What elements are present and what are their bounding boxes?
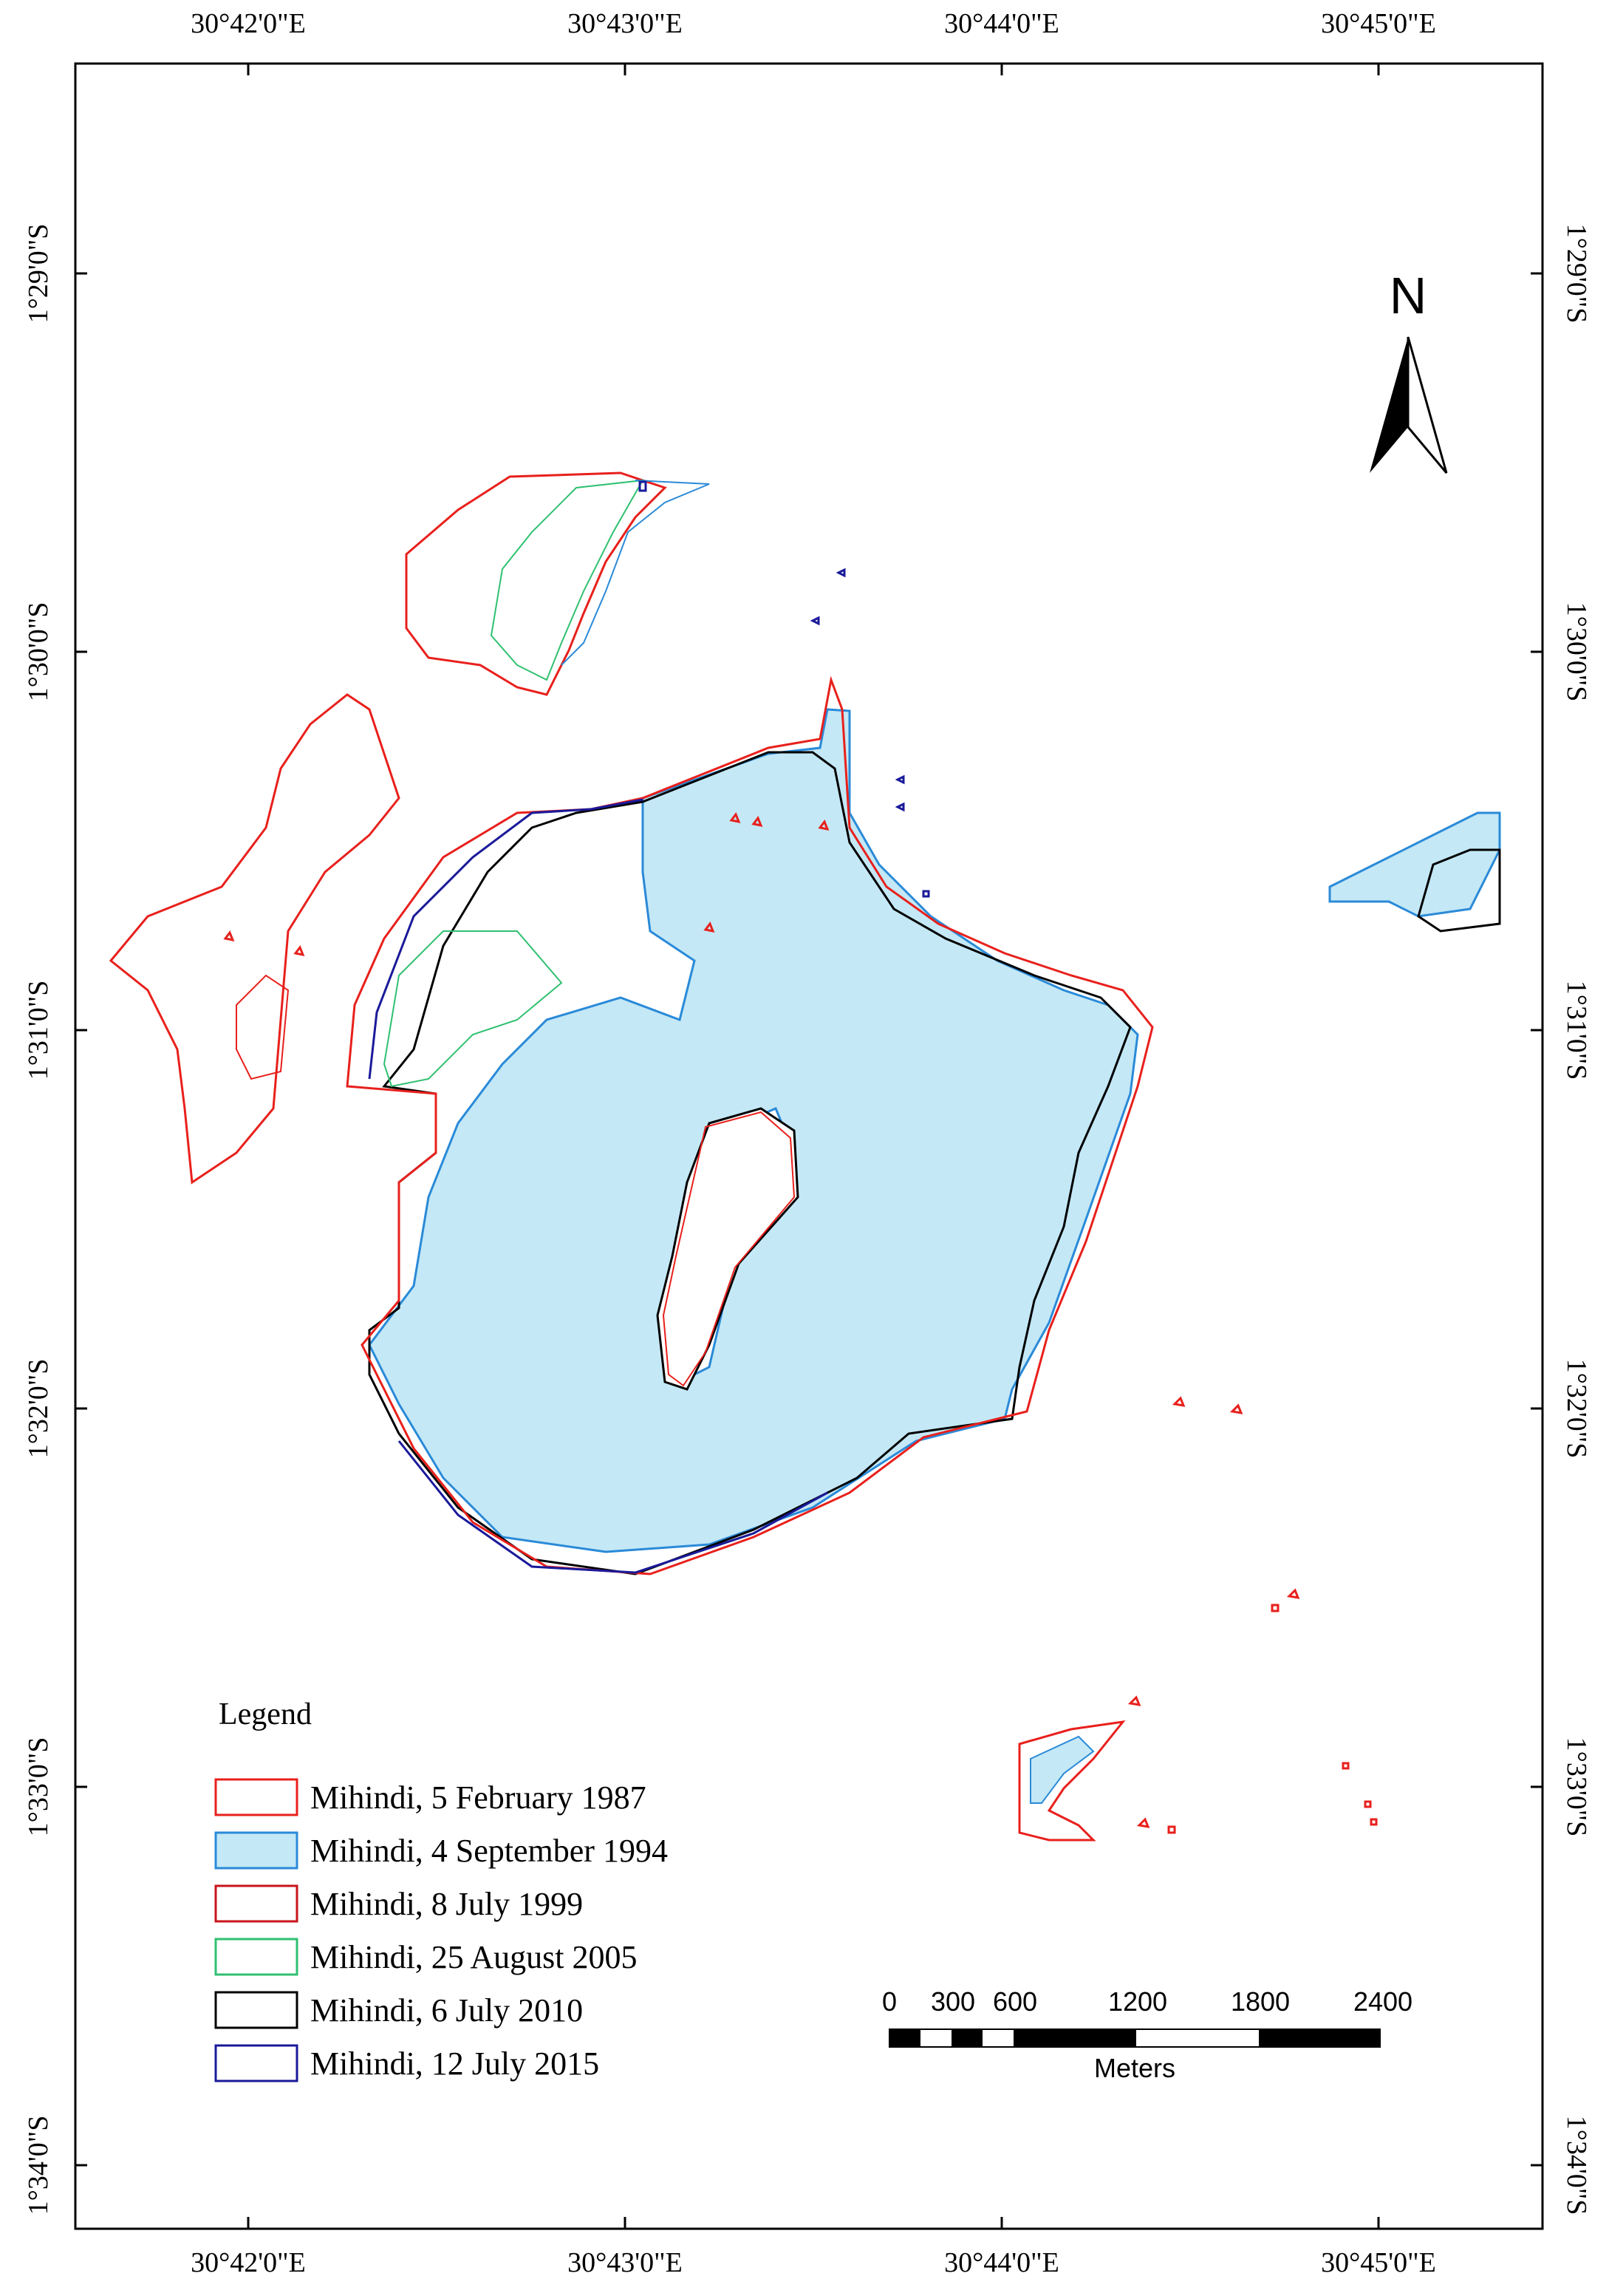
right-label-1: 1°30'0"S bbox=[1561, 602, 1592, 702]
left-label-2: 1°31'0"S bbox=[23, 980, 54, 1080]
legend-label: Mihindi, 5 February 1987 bbox=[310, 1779, 646, 1816]
legend-label: Mihindi, 12 July 2015 bbox=[310, 2045, 600, 2082]
nw-lake-1994 bbox=[561, 480, 710, 666]
bottom-label-0: 30°42'0"E bbox=[191, 2247, 306, 2278]
top-label-1: 30°43'0"E bbox=[567, 8, 683, 39]
north-arrow-label: N bbox=[1389, 267, 1427, 324]
top-label-2: 30°44'0"E bbox=[944, 8, 1059, 39]
legend-label: Mihindi, 6 July 2010 bbox=[310, 1992, 584, 2028]
legend-label: Mihindi, 25 August 2005 bbox=[310, 1938, 638, 1975]
left-label-1: 1°30'0"S bbox=[23, 602, 54, 702]
scattered-ponds bbox=[223, 480, 1378, 1834]
right-label-5: 1°34'0"S bbox=[1561, 2115, 1592, 2215]
se-lake-1994 bbox=[1030, 1735, 1095, 1804]
legend-swatches bbox=[214, 1778, 298, 2082]
left-label-3: 1°32'0"S bbox=[23, 1358, 54, 1459]
left-label-4: 1°33'0"S bbox=[23, 1737, 54, 1837]
legend-label: Mihindi, 4 September 1994 bbox=[310, 1832, 668, 1869]
scale-bar bbox=[889, 2028, 1381, 2048]
bottom-label-2: 30°44'0"E bbox=[944, 2247, 1059, 2278]
left-label-5: 1°34'0"S bbox=[23, 2115, 54, 2215]
nw-lake-1987 bbox=[405, 471, 667, 696]
bottom-label-3: 30°45'0"E bbox=[1321, 2247, 1436, 2278]
lake-main-1987 bbox=[346, 675, 1154, 1575]
bottom-label-1: 30°43'0"E bbox=[567, 2247, 683, 2278]
legend-label: Mihindi, 8 July 1999 bbox=[310, 1885, 584, 1922]
top-label-0: 30°42'0"E bbox=[191, 8, 306, 39]
w-wetland-1987 bbox=[109, 693, 400, 1185]
nw-lake-2005 bbox=[490, 479, 644, 681]
scale-unit-label: Meters bbox=[1093, 2053, 1176, 2083]
scale-tick-label: 0 bbox=[881, 1986, 898, 2017]
scale-tick-label: 2400 bbox=[1353, 1986, 1413, 2017]
legend-item: Mihindi, 12 July 2015 bbox=[310, 2043, 599, 2084]
e-lake-1994 bbox=[1328, 811, 1501, 918]
lake-main-2015 bbox=[368, 798, 828, 1574]
right-label-2: 1°31'0"S bbox=[1561, 980, 1592, 1080]
legend-item: Mihindi, 8 July 1999 bbox=[310, 1883, 583, 1924]
se-lake-1987 bbox=[1018, 1720, 1126, 1842]
legend-item: Mihindi, 6 July 2010 bbox=[310, 1989, 583, 2031]
scale-tick-label: 1200 bbox=[1107, 1986, 1168, 2017]
legend-item: Mihindi, 4 September 1994 bbox=[310, 1830, 668, 1871]
graticule-ticks bbox=[75, 64, 1543, 2229]
north-arrow-icon bbox=[1370, 336, 1448, 474]
lake-main-2005 bbox=[383, 930, 563, 1088]
scale-tick-label: 1800 bbox=[1230, 1986, 1291, 2017]
lake-main-2010 bbox=[368, 751, 1132, 1575]
legend-item: Mihindi, 25 August 2005 bbox=[310, 1936, 638, 1978]
right-label-4: 1°33'0"S bbox=[1561, 1737, 1592, 1837]
right-label-3: 1°32'0"S bbox=[1561, 1358, 1592, 1459]
top-label-3: 30°45'0"E bbox=[1321, 8, 1436, 39]
legend-item: Mihindi, 5 February 1987 bbox=[310, 1776, 646, 1818]
map-border bbox=[74, 62, 1544, 2230]
scale-tick-label: 300 bbox=[930, 1986, 976, 2017]
w-wetland-inner bbox=[236, 974, 290, 1080]
e-lake-2010 bbox=[1417, 848, 1501, 933]
scale-tick-label: 600 bbox=[992, 1986, 1038, 2017]
left-label-0: 1°29'0"S bbox=[23, 223, 54, 324]
island-outline bbox=[656, 1107, 799, 1391]
island-outline-1987 bbox=[662, 1111, 796, 1387]
legend-title: Legend bbox=[219, 1697, 312, 1731]
right-label-0: 1°29'0"S bbox=[1561, 223, 1592, 324]
